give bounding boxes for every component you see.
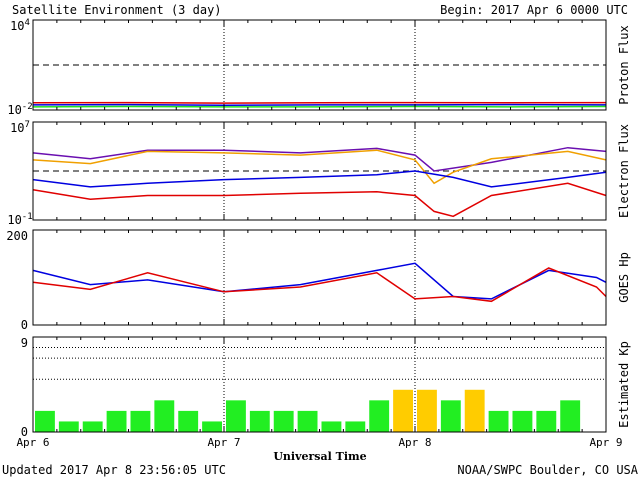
kp-bar-5 (154, 400, 175, 432)
chart-title: Satellite Environment (3 day) (12, 3, 222, 17)
kp-bar-21 (536, 410, 557, 432)
y-tick-top: 107 (10, 120, 30, 135)
y-tick-bottom: 0 (21, 425, 28, 439)
series-line-2 (32, 170, 607, 188)
kp-bar-19 (488, 410, 509, 432)
y-tick-top: 200 (6, 229, 28, 243)
series-line-1 (32, 149, 607, 185)
x-tick-label-2: Apr 8 (398, 436, 431, 449)
kp-bar-11 (297, 410, 318, 432)
y-tick-top: 104 (10, 18, 30, 33)
kp-bar-2 (82, 421, 103, 432)
kp-bar-18 (464, 389, 485, 432)
y-axis-label: Estimated Kp (617, 341, 631, 428)
kp-bar-6 (178, 410, 199, 432)
panel-0: 104 10-2 Proton Flux (7, 18, 631, 117)
y-tick-top: 9 (21, 336, 28, 350)
series-line-0 (32, 101, 607, 104)
panel-2: 200 0 GOES Hp (6, 229, 631, 332)
y-tick-bottom: 10-2 (7, 102, 32, 117)
kp-bar-14 (369, 400, 390, 432)
series-line-1 (32, 103, 607, 106)
y-tick-bottom: 0 (21, 318, 28, 332)
kp-bar-12 (321, 421, 342, 432)
kp-bar-22 (560, 400, 581, 432)
kp-bar-20 (512, 410, 533, 432)
kp-bar-0 (35, 410, 55, 432)
x-tick-label-0: Apr 6 (16, 436, 49, 449)
kp-bar-15 (393, 389, 413, 432)
kp-bar-10 (273, 410, 294, 432)
kp-bar-8 (226, 400, 246, 432)
y-axis-label: GOES Hp (617, 252, 631, 303)
y-tick-bottom: 10-1 (7, 212, 32, 227)
x-axis-label: Universal Time (273, 450, 366, 463)
kp-bar-7 (202, 421, 222, 432)
kp-bar-13 (345, 421, 366, 432)
panel-frame (32, 229, 607, 326)
kp-bar-1 (58, 421, 79, 432)
source-credit: NOAA/SWPC Boulder, CO USA (457, 463, 638, 477)
kp-bar-16 (417, 389, 437, 432)
series-line-0 (32, 146, 607, 172)
kp-bar-9 (249, 410, 270, 432)
panel-1: 107 10-1 Electron Flux (7, 120, 631, 227)
series-line-3 (32, 182, 607, 218)
kp-bar-3 (106, 410, 127, 432)
updated-time: Updated 2017 Apr 8 23:56:05 UTC (2, 463, 226, 477)
y-axis-label: Proton Flux (617, 25, 631, 104)
kp-bar-4 (130, 410, 151, 432)
series-line-1 (32, 267, 607, 303)
y-axis-label: Electron Flux (617, 124, 631, 218)
kp-bar-17 (440, 400, 461, 432)
x-tick-label-1: Apr 7 (207, 436, 240, 449)
panel-3: 9 0 Estimated Kp (21, 336, 631, 439)
x-tick-label-3: Apr 9 (589, 436, 622, 449)
begin-time: Begin: 2017 Apr 6 0000 UTC (440, 3, 628, 17)
panels: 104 10-2 Proton Flux 107 10-1 Electron Flux 20… (6, 18, 631, 439)
